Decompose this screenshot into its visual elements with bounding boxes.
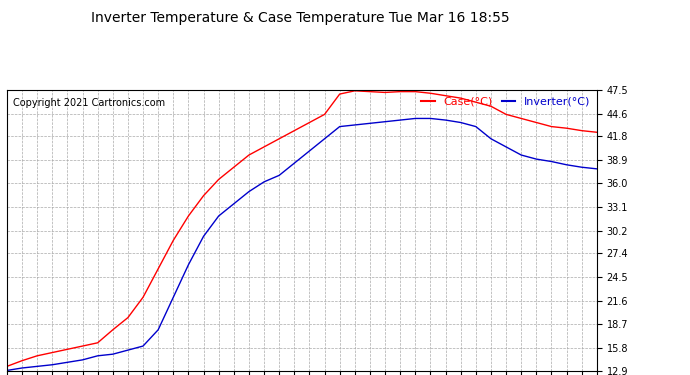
Legend: Case(°C), Inverter(°C): Case(°C), Inverter(°C) (417, 92, 595, 111)
Text: Copyright 2021 Cartronics.com: Copyright 2021 Cartronics.com (13, 99, 165, 108)
Text: Inverter Temperature & Case Temperature Tue Mar 16 18:55: Inverter Temperature & Case Temperature … (91, 11, 509, 25)
